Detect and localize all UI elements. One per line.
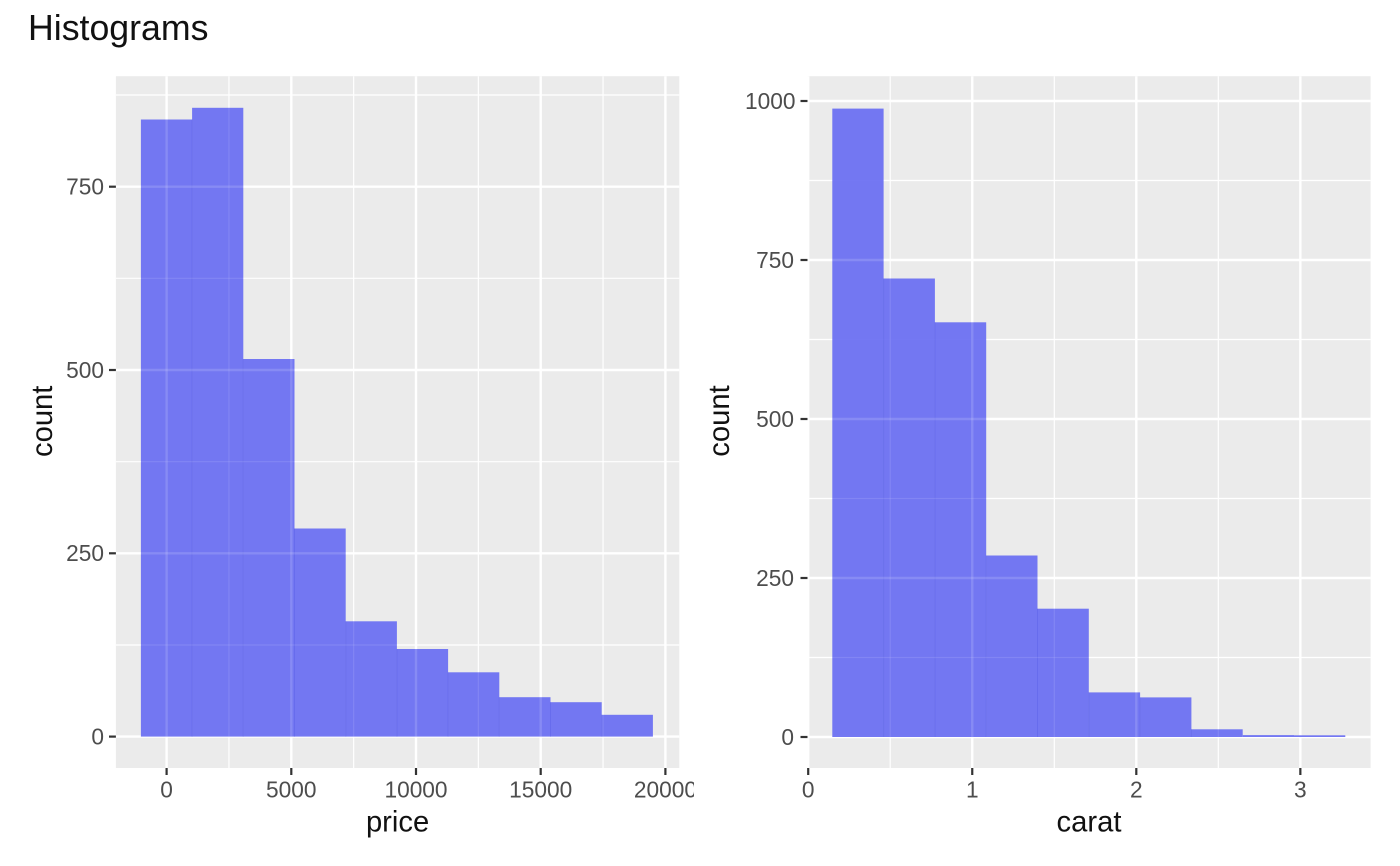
svg-text:20000: 20000 xyxy=(634,777,697,803)
svg-text:500: 500 xyxy=(66,357,104,383)
svg-text:500: 500 xyxy=(756,406,794,432)
svg-text:250: 250 xyxy=(756,565,794,591)
svg-text:count: count xyxy=(27,386,59,457)
svg-text:2: 2 xyxy=(1130,777,1143,803)
svg-text:750: 750 xyxy=(66,174,104,200)
svg-text:15000: 15000 xyxy=(509,777,572,803)
svg-text:0: 0 xyxy=(781,724,794,750)
svg-text:0: 0 xyxy=(91,723,104,749)
svg-text:carat: carat xyxy=(1057,807,1122,839)
svg-text:price: price xyxy=(366,807,429,839)
svg-text:5000: 5000 xyxy=(266,777,316,803)
svg-text:1000: 1000 xyxy=(745,88,795,114)
svg-text:10000: 10000 xyxy=(384,777,447,803)
svg-text:0: 0 xyxy=(160,777,173,803)
svg-text:0: 0 xyxy=(802,777,815,803)
svg-text:1: 1 xyxy=(966,777,979,803)
svg-text:3: 3 xyxy=(1294,777,1307,803)
svg-text:count: count xyxy=(704,385,736,456)
svg-text:Histograms: Histograms xyxy=(28,8,208,48)
svg-text:750: 750 xyxy=(756,247,794,273)
svg-text:250: 250 xyxy=(66,540,104,566)
